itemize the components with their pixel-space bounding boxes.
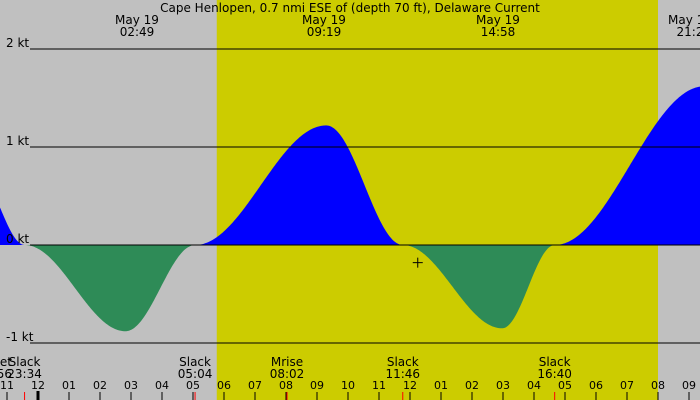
y-tick-label: -1 kt (6, 330, 34, 344)
x-hour-label: 12 (403, 379, 417, 392)
peak-date-label: May 19 (476, 13, 520, 27)
y-tick-label: 2 kt (6, 36, 29, 50)
event-name-label: Slack (387, 355, 419, 369)
peak-date-label: May 19 (668, 13, 700, 27)
y-tick-label: 1 kt (6, 134, 29, 148)
peak-time-label: 02:49 (120, 25, 155, 39)
x-hour-label: 09 (310, 379, 324, 392)
x-hour-label: 05 (186, 379, 200, 392)
event-name-label: Slack (9, 355, 41, 369)
x-hour-label: 04 (155, 379, 169, 392)
x-hour-label: 07 (248, 379, 262, 392)
ebb-current-area (0, 245, 700, 332)
x-hour-label: 06 (589, 379, 603, 392)
x-hour-label: 02 (93, 379, 107, 392)
event-time-label: 11:46 (385, 367, 420, 381)
event-name-label: Slack (179, 355, 211, 369)
x-hour-label: 10 (341, 379, 355, 392)
peak-time-label: 14:58 (481, 25, 516, 39)
peak-date-label: May 19 (115, 13, 159, 27)
x-hour-label: 07 (620, 379, 634, 392)
event-time-label: 23:34 (7, 367, 42, 381)
peak-time-label: 21:2 (677, 25, 700, 39)
event-name-label: Mrise (271, 355, 303, 369)
x-hour-label: 09 (682, 379, 696, 392)
event-time-label: 08:02 (270, 367, 305, 381)
x-hour-label: 05 (558, 379, 572, 392)
x-hour-label: 03 (496, 379, 510, 392)
event-time-label: 56 (0, 367, 12, 381)
x-hour-label: 12 (31, 379, 45, 392)
event-name-label: Slack (539, 355, 571, 369)
y-tick-label: 0 kt (6, 232, 29, 246)
x-hour-label: 02 (465, 379, 479, 392)
chart-title: Cape Henlopen, 0.7 nmi ESE of (depth 70 … (160, 1, 540, 15)
event-name-label: set (0, 355, 12, 369)
x-hour-label: 04 (527, 379, 541, 392)
x-hour-label: 08 (279, 379, 293, 392)
flood-current-area (0, 86, 700, 245)
event-time-label: 05:04 (178, 367, 213, 381)
x-hour-label: 11 (372, 379, 386, 392)
x-hour-label: 03 (124, 379, 138, 392)
x-hour-label: 01 (62, 379, 76, 392)
x-hour-label: 01 (434, 379, 448, 392)
x-hour-label: 11 (0, 379, 14, 392)
event-time-label: 16:40 (537, 367, 572, 381)
x-hour-label: 06 (217, 379, 231, 392)
peak-time-label: 09:19 (307, 25, 342, 39)
peak-date-label: May 19 (302, 13, 346, 27)
x-hour-label: 08 (651, 379, 665, 392)
